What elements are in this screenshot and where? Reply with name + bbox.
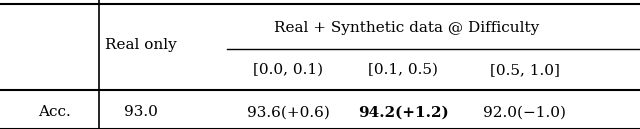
Text: 93.0: 93.0 (124, 105, 157, 119)
Text: Acc.: Acc. (38, 105, 71, 119)
Text: 93.6(+0.6): 93.6(+0.6) (246, 105, 330, 119)
Text: Real + Synthetic data @ Difficulty: Real + Synthetic data @ Difficulty (274, 21, 539, 35)
Text: [0.0, 0.1): [0.0, 0.1) (253, 63, 323, 77)
Text: [0.5, 1.0]: [0.5, 1.0] (490, 63, 560, 77)
Text: Real only: Real only (105, 38, 177, 52)
Text: 94.2(+1.2): 94.2(+1.2) (358, 105, 449, 119)
Text: 92.0(−1.0): 92.0(−1.0) (483, 105, 566, 119)
Text: [0.1, 0.5): [0.1, 0.5) (368, 63, 438, 77)
